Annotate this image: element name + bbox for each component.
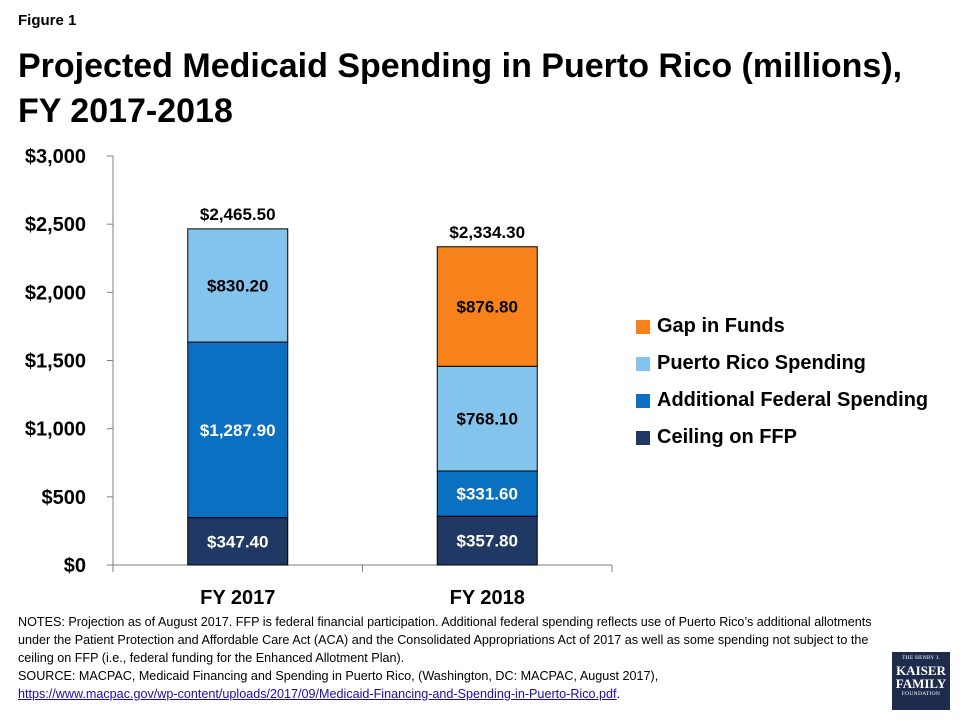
chart-title-line1: Projected Medicaid Spending in Puerto Ri… xyxy=(18,47,903,85)
kaiser-family-foundation-logo: THE HENRY J. KAISER FAMILY FOUNDATION xyxy=(892,652,950,710)
y-tick-label: $2,500 xyxy=(25,214,86,236)
legend-label: Ceiling on FFP xyxy=(657,426,797,448)
logo-bottom-text: FOUNDATION xyxy=(901,690,941,697)
figure-label: Figure 1 xyxy=(18,12,77,29)
legend-label: Puerto Rico Spending xyxy=(657,352,866,374)
data-label: $331.60 xyxy=(457,485,518,504)
legend-item-gap-in-funds: Gap in Funds xyxy=(636,308,928,345)
source-url-suffix: . xyxy=(616,687,621,701)
legend-swatch xyxy=(636,393,650,408)
notes-block: NOTES: Projection as of August 2017. FFP… xyxy=(18,613,878,703)
source-url-line: https://www.macpac.gov/wp-content/upload… xyxy=(18,685,878,703)
y-tick-label: $1,000 xyxy=(25,419,86,441)
y-tick-label: $0 xyxy=(64,555,86,577)
source-text: SOURCE: MACPAC, Medicaid Financing and S… xyxy=(18,669,659,683)
legend-item-puerto-rico-spending: Puerto Rico Spending xyxy=(636,345,928,382)
bar-segment xyxy=(436,365,538,472)
data-label: $768.10 xyxy=(457,410,518,429)
legend-swatch xyxy=(636,430,650,445)
y-tick-label: $500 xyxy=(42,487,87,509)
legend-swatch xyxy=(636,356,650,371)
data-label: $347.40 xyxy=(207,532,268,551)
data-label: $876.80 xyxy=(457,298,518,317)
data-label: $1,287.90 xyxy=(200,421,276,440)
chart-title: Projected Medicaid Spending in Puerto Ri… xyxy=(18,44,918,134)
legend-label: Additional Federal Spending xyxy=(657,389,929,411)
y-tick-label: $1,500 xyxy=(25,351,86,373)
logo-kaiser-text: KAISER xyxy=(896,662,946,678)
total-label: $2,465.50 xyxy=(200,205,276,224)
source-link[interactable]: https://www.macpac.gov/wp-content/upload… xyxy=(18,687,617,701)
notes-text: NOTES: Projection as of August 2017. FFP… xyxy=(18,615,872,665)
stacked-bar-chart: $0 $500 $1,000 $1,500 $2,000 $2,500 $3,000 $347… xyxy=(25,146,613,609)
data-label: $830.20 xyxy=(207,276,268,295)
bar-segment xyxy=(436,246,538,367)
x-category-label: FY 2017 xyxy=(200,587,275,609)
logo-top-text: THE HENRY J. xyxy=(902,655,940,661)
data-label: $357.80 xyxy=(457,532,518,551)
bar-segment xyxy=(187,341,289,519)
x-category-label: FY 2018 xyxy=(450,587,525,609)
chart-title-line2: FY 2017-2018 xyxy=(18,92,233,130)
legend-swatch xyxy=(636,319,650,334)
y-tick-label: $3,000 xyxy=(25,146,86,168)
logo-family-text: FAMILY xyxy=(895,675,947,691)
bar-segment xyxy=(187,517,289,566)
chart-legend: Gap in Funds Puerto Rico Spending Additi… xyxy=(636,308,928,456)
total-label: $2,334.30 xyxy=(449,223,525,242)
legend-label: Gap in Funds xyxy=(657,315,785,337)
y-tick-label: $2,000 xyxy=(25,282,86,304)
legend-item-ceiling-on-ffp: Ceiling on FFP xyxy=(636,419,928,456)
bar-segment xyxy=(187,228,289,343)
legend-item-additional-federal-spending: Additional Federal Spending xyxy=(636,382,928,419)
